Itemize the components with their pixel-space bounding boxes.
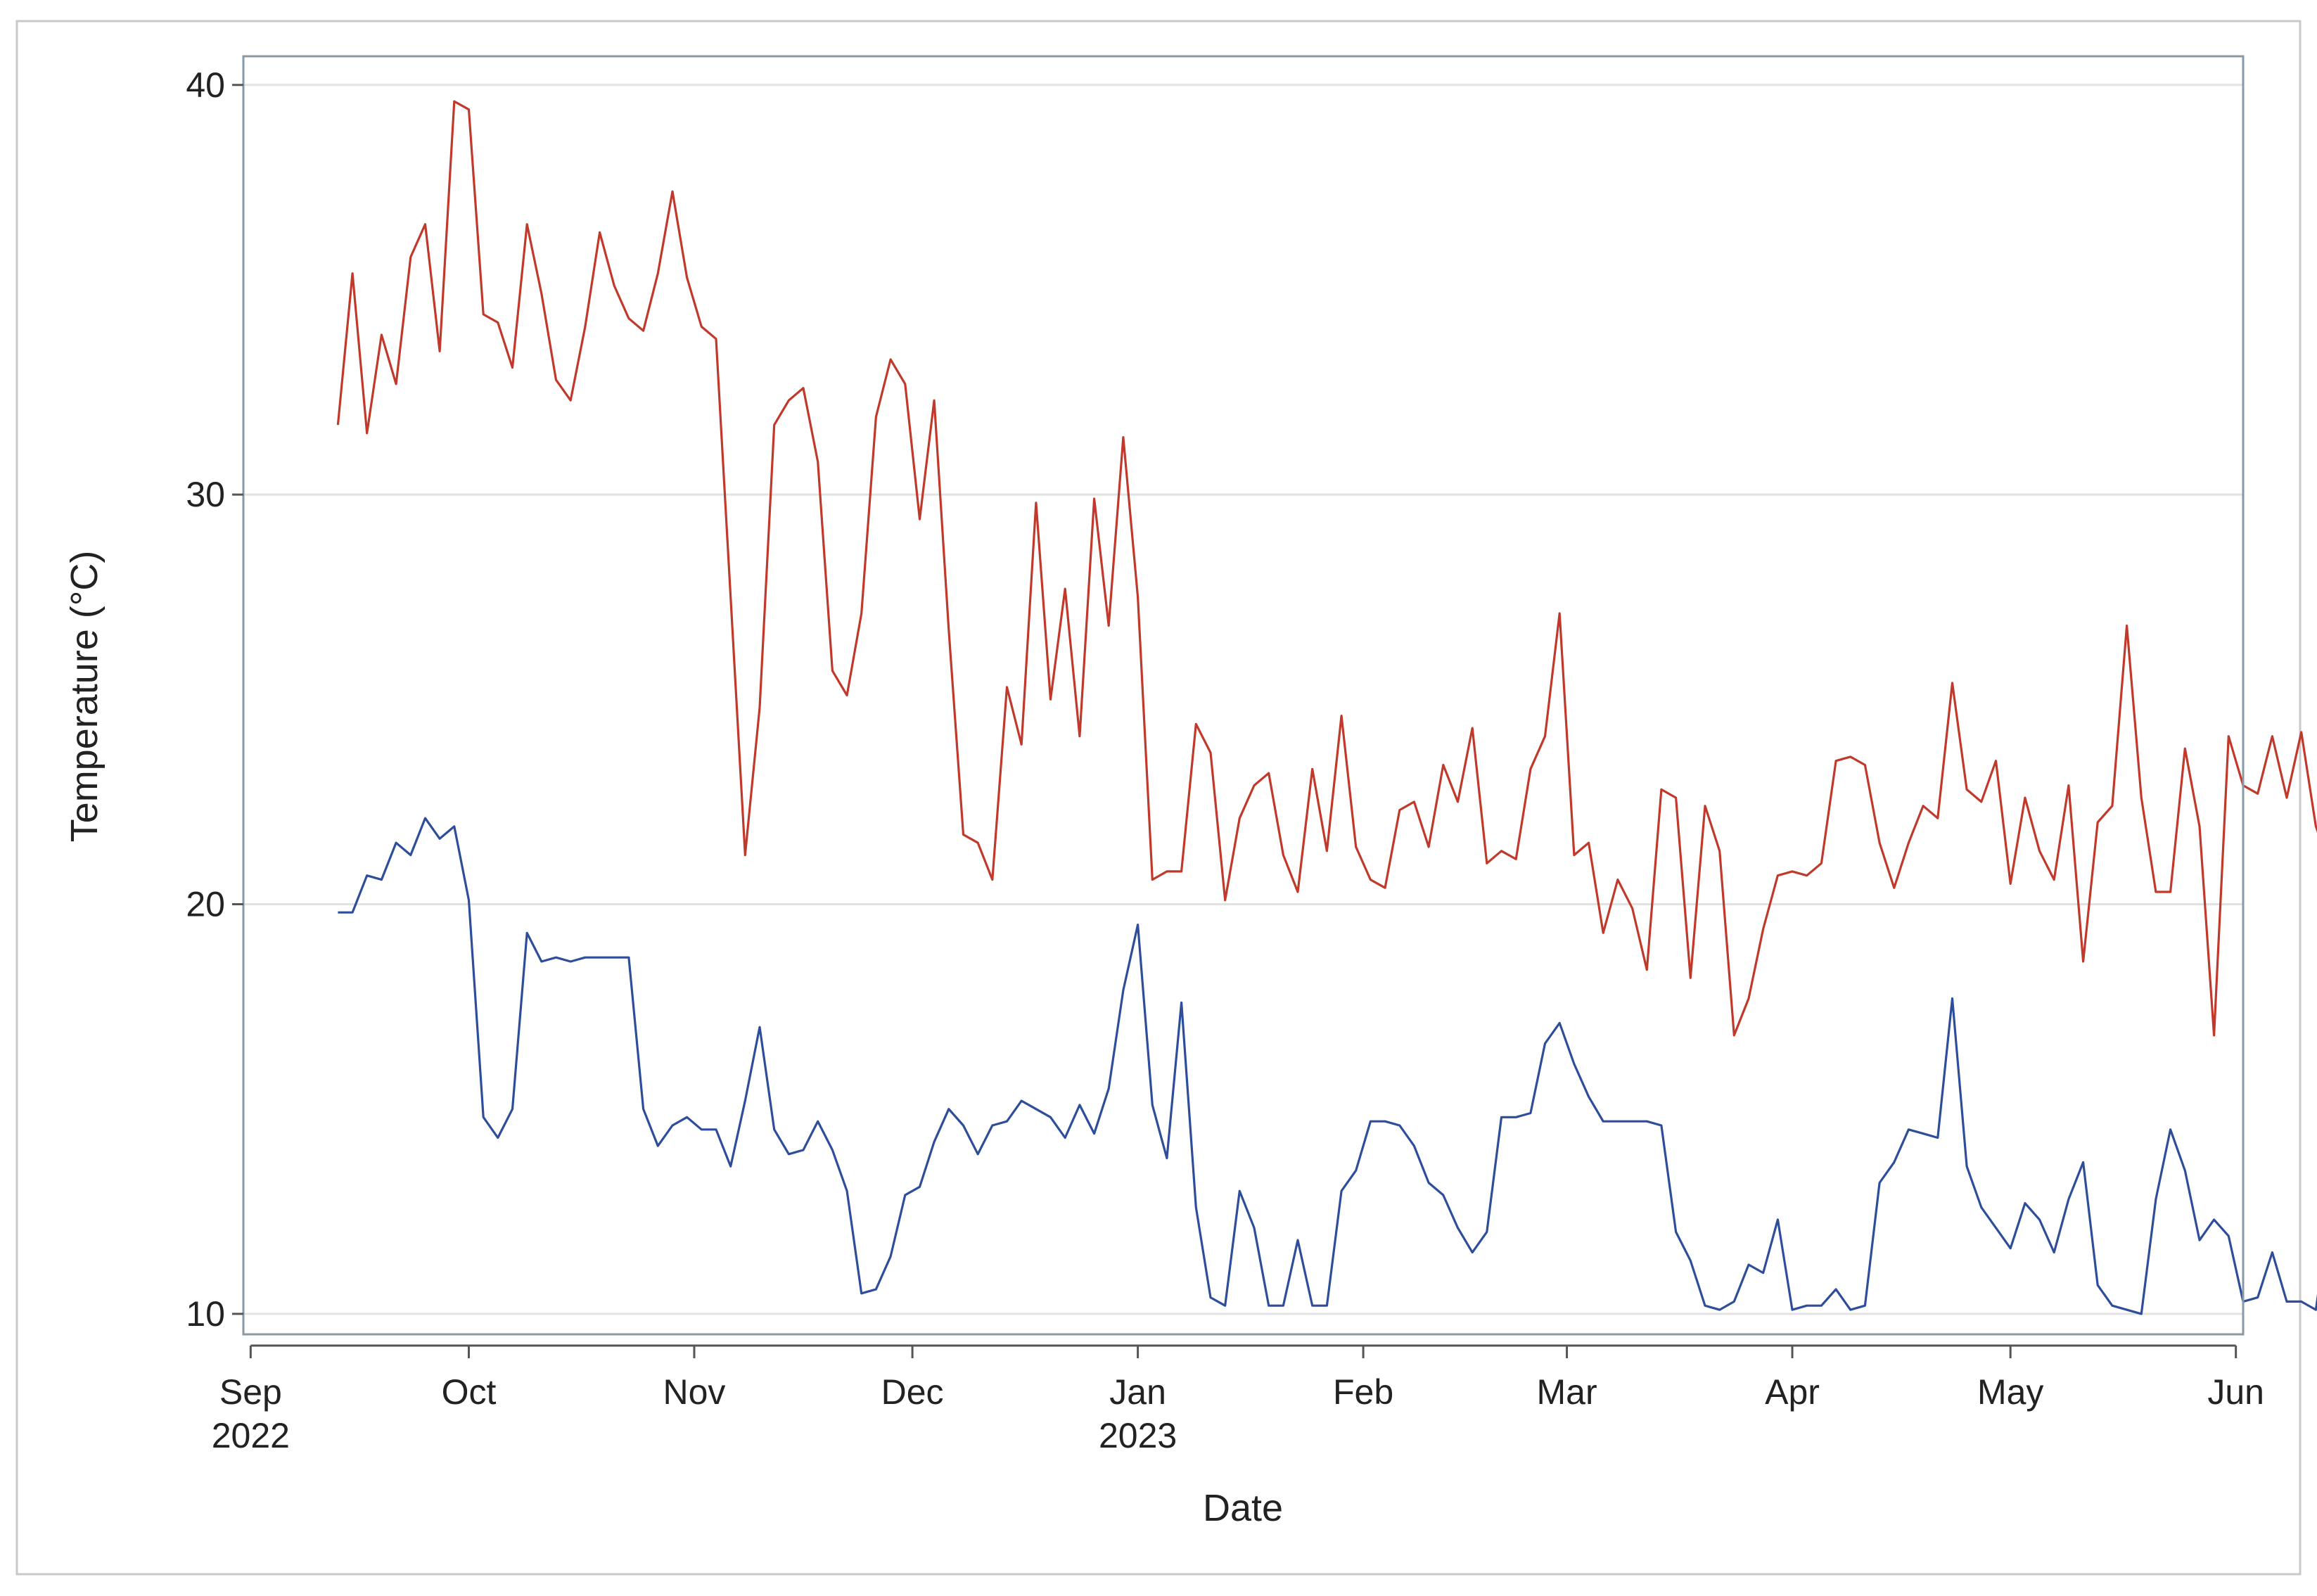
x-axis-title: Date [1203, 1487, 1283, 1529]
x-tick-year-label: 2023 [1099, 1416, 1177, 1455]
x-tick-label: Oct [442, 1372, 497, 1412]
x-tick-label: Feb [1333, 1372, 1393, 1412]
series-lines [336, 100, 2317, 1315]
gridlines [243, 84, 2243, 1315]
plot-frame [242, 55, 2245, 1336]
y-tick-label: 10 [186, 1294, 225, 1334]
x-tick-year-label: 2022 [212, 1416, 290, 1455]
y-tick-label: 40 [186, 65, 225, 105]
series-line-min-temperature [338, 817, 2317, 1315]
x-tick-label: Nov [663, 1372, 726, 1412]
x-tick-label: Apr [1765, 1372, 1820, 1412]
x-tick-label: Jan [1109, 1372, 1166, 1412]
x-axis: Sep 2022 Oct Nov Dec Jan 2023 Feb Mar Apr May Jun [212, 1344, 2264, 1455]
series-line-max-temperature [336, 100, 2317, 1037]
x-tick-label: Mar [1536, 1372, 1597, 1412]
x-tick-label: Dec [881, 1372, 944, 1412]
y-tick-label: 20 [186, 885, 225, 924]
y-axis: 10 20 30 40 [186, 65, 243, 1334]
y-tick-label: 30 [186, 475, 225, 514]
x-tick-label: Sep [219, 1372, 282, 1412]
y-axis-title: Temperature (°C) [63, 551, 106, 843]
outer-frame [15, 20, 2302, 1576]
x-tick-label: Jun [2207, 1372, 2264, 1412]
x-tick-label: May [1977, 1372, 2043, 1412]
